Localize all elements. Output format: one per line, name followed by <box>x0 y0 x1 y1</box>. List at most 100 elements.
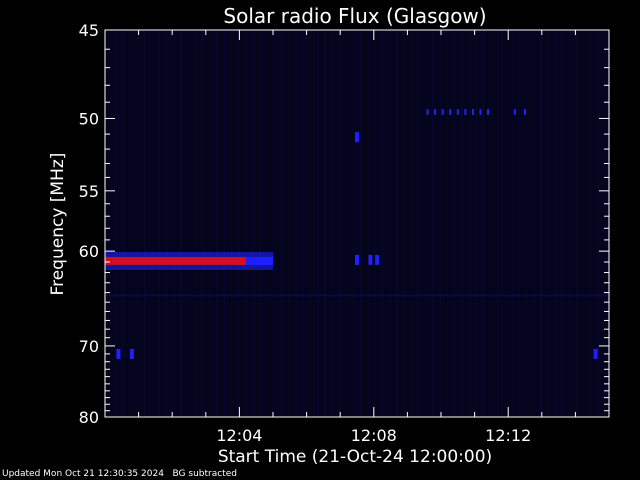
noise-streak <box>288 31 290 416</box>
noise-streak <box>122 31 125 416</box>
noise-streak <box>496 31 499 416</box>
noise-streak <box>374 31 377 416</box>
noise-streak <box>597 31 600 416</box>
noise-streak <box>187 31 190 416</box>
noise-streak <box>396 31 398 416</box>
emission-spot <box>368 254 373 265</box>
noise-streak <box>352 31 355 416</box>
noise-streak <box>216 31 218 416</box>
noise-streak <box>338 31 341 416</box>
noise-streak <box>424 31 427 416</box>
noise-streak <box>381 31 384 416</box>
emission-dot <box>487 109 490 116</box>
emission-dot <box>464 109 467 116</box>
noise-streak <box>511 31 514 416</box>
noise-streak <box>410 31 413 416</box>
plot-frame <box>104 29 610 418</box>
emission-spot <box>355 254 359 265</box>
noise-streak <box>280 31 283 416</box>
noise-streak <box>266 31 269 416</box>
noise-streak <box>367 31 370 416</box>
noise-streak <box>590 31 593 416</box>
noise-streak <box>244 31 247 416</box>
y-tick-label: 70 <box>79 337 99 356</box>
noise-streak <box>208 31 211 416</box>
emission-dot <box>449 109 452 116</box>
noise-streak <box>252 31 254 416</box>
axis-ticks <box>104 29 610 418</box>
noise-streak <box>468 31 470 416</box>
emission-spot <box>116 348 121 359</box>
emission-band <box>105 256 247 265</box>
emission-dot <box>513 109 516 116</box>
emission-band <box>246 256 273 265</box>
noise-streak <box>388 31 391 416</box>
emission-spot <box>129 348 134 359</box>
noise-streak <box>180 31 182 416</box>
emission-spot <box>593 348 598 359</box>
noise-streak <box>460 31 463 416</box>
noise-streak <box>360 31 362 416</box>
noise-streak <box>489 31 492 416</box>
y-tick-label: 55 <box>79 182 99 201</box>
noise-streak <box>403 31 406 416</box>
x-tick-label: 12:04 <box>216 426 262 445</box>
noise-streak <box>115 31 118 416</box>
emission-spot <box>375 254 380 265</box>
emission-dot <box>441 109 444 116</box>
noise-streak <box>540 31 542 416</box>
y-tick-label: 50 <box>79 109 99 128</box>
noise-streak <box>453 31 456 416</box>
noise-band <box>106 294 608 297</box>
noise-streak <box>223 31 226 416</box>
x-tick-label: 12:12 <box>485 426 531 445</box>
emission-dot <box>479 109 482 116</box>
noise-streak <box>144 31 146 416</box>
noise-streak <box>201 31 204 416</box>
noise-streak <box>583 31 586 416</box>
noise-streak <box>439 31 442 416</box>
noise-streak <box>547 31 550 416</box>
noise-streak <box>172 31 175 416</box>
noise-streak <box>446 31 449 416</box>
noise-streak <box>237 31 240 416</box>
chart-title: Solar radio Flux (Glasgow) <box>223 4 486 28</box>
noise-streak <box>475 31 478 416</box>
emission-spot <box>355 132 359 143</box>
emission-features <box>105 109 598 359</box>
updated-timestamp: Updated Mon Oct 21 12:30:35 2024 <box>2 469 164 479</box>
noise-streak <box>158 31 161 416</box>
noise-streak <box>518 31 521 416</box>
plot-area <box>105 30 609 417</box>
noise-streak <box>568 31 571 416</box>
axis-tick-labels: 12:04 12:08 12:12 45 50 55 60 70 80 <box>79 21 532 445</box>
noise-streak <box>295 31 298 416</box>
y-tick-label: 80 <box>79 408 99 427</box>
noise-streak <box>273 31 276 416</box>
noise-streak <box>432 31 434 416</box>
noise-streak <box>561 31 564 416</box>
noise-streak <box>604 31 607 416</box>
x-tick-label: 12:08 <box>351 426 397 445</box>
noise-streak <box>129 31 132 416</box>
noise-streak <box>194 31 197 416</box>
noise-streak <box>309 31 312 416</box>
noise-streak <box>504 31 506 416</box>
noise-streak <box>302 31 305 416</box>
noise-streak <box>165 31 168 416</box>
noise-streak <box>345 31 348 416</box>
emission-dot <box>456 109 459 116</box>
footer: Updated Mon Oct 21 12:30:35 2024 BG subt… <box>2 469 237 479</box>
noise-streak <box>525 31 528 416</box>
emission-dot <box>524 109 526 116</box>
emission-dot <box>426 109 429 116</box>
noise-streak <box>482 31 485 416</box>
noise-streak <box>316 31 319 416</box>
noise-streak <box>532 31 535 416</box>
noise-streak <box>259 31 262 416</box>
background-noise <box>106 31 608 416</box>
noise-streak <box>331 31 334 416</box>
noise-streak <box>554 31 557 416</box>
bg-subtracted-note: BG subtracted <box>172 469 237 479</box>
